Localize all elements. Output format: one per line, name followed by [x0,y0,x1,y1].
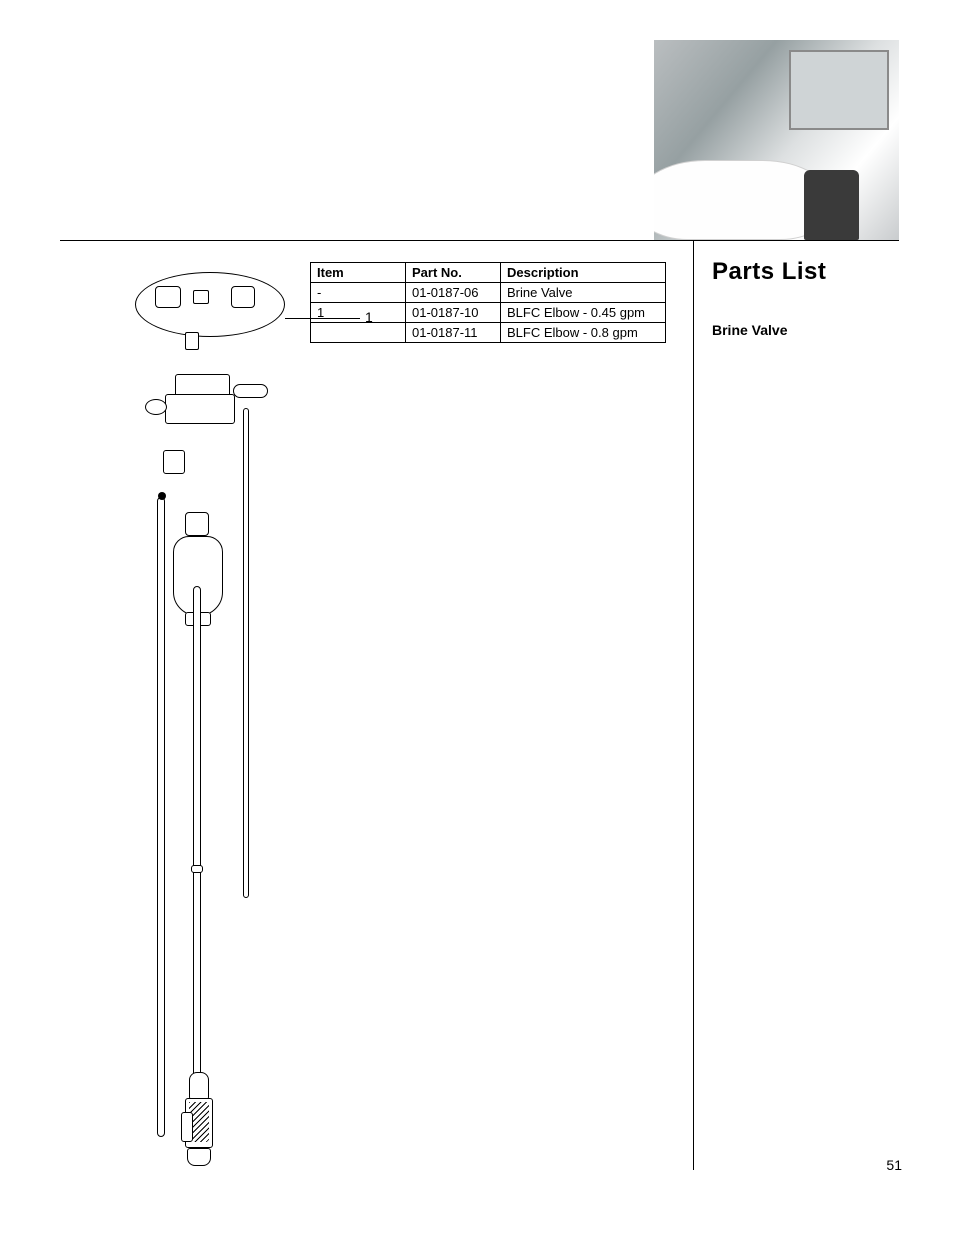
aircheck-side-icon [181,1112,193,1142]
horizontal-rule [60,240,899,241]
cell-description: BLFC Elbow - 0.45 gpm [501,303,666,323]
float-cap-icon [185,512,209,536]
photo-towel [804,170,859,240]
cell-partno: 01-0187-11 [406,323,501,343]
tube-end-cap-icon [158,492,166,500]
aircheck-top-icon [189,1072,209,1100]
cell-item: - [311,283,406,303]
table-row: 1 01-0187-10 BLFC Elbow - 0.45 gpm [311,303,666,323]
riser-tube-right [243,408,249,898]
elbow-fitting-icon [155,286,181,308]
air-check-assembly [179,1072,219,1172]
photo-window [789,50,889,130]
riser-tube-center [193,586,201,1116]
header-description: Description [501,263,666,283]
valve-cap-icon [145,399,167,415]
header-item: Item [311,263,406,283]
valve-clip-icon [233,384,268,398]
table-row: - 01-0187-06 Brine Valve [311,283,666,303]
riser-tube-left [157,497,165,1137]
coupling-icon [193,290,209,304]
nut-icon [185,332,199,350]
leader-line [285,318,360,319]
cell-partno: 01-0187-10 [406,303,501,323]
tube-coupling-icon [191,865,203,873]
header-partno: Part No. [406,263,501,283]
connector-block-icon [163,450,185,474]
page-title: Parts List [712,258,826,286]
table-header-row: Item Part No. Description [311,263,666,283]
cell-partno: 01-0187-06 [406,283,501,303]
cell-item [311,323,406,343]
page-number: 51 [886,1157,902,1173]
cell-item: 1 [311,303,406,323]
vertical-rule [693,240,694,1170]
header-photo [654,40,899,240]
cell-description: BLFC Elbow - 0.8 gpm [501,323,666,343]
valve-base-icon [165,394,235,424]
parts-table: Item Part No. Description - 01-0187-06 B… [310,262,666,343]
callout-label: 1 [365,309,373,325]
aircheck-foot-icon [187,1148,211,1166]
cell-description: Brine Valve [501,283,666,303]
adapter-fitting-icon [231,286,255,308]
table-row: 01-0187-11 BLFC Elbow - 0.8 gpm [311,323,666,343]
section-subtitle: Brine Valve [712,322,788,338]
exploded-diagram: 1 [85,262,295,1179]
